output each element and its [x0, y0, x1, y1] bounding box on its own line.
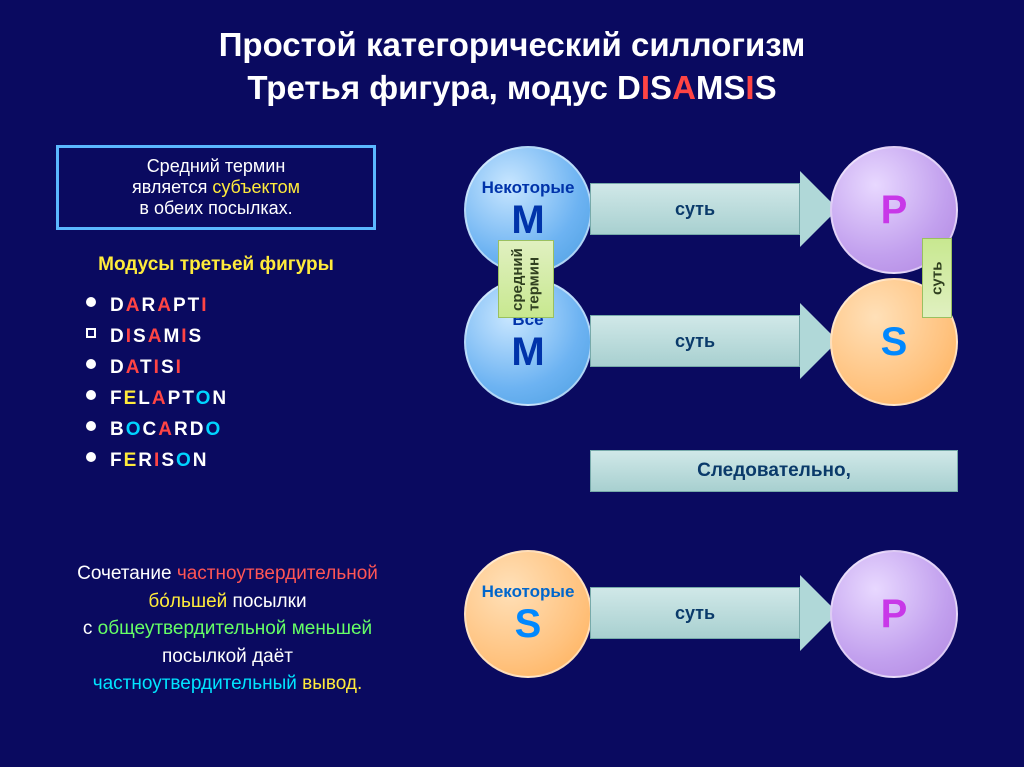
circle-s2: Некоторые S [464, 550, 592, 678]
term-l1: Средний термин [63, 156, 369, 177]
mode-item: FELAPTON [86, 388, 228, 410]
mode-item: DISAMIS [86, 326, 228, 348]
quantifier-some-2: Некоторые [482, 582, 575, 602]
arrow-1: суть [590, 180, 838, 238]
arrow-3: суть [590, 584, 838, 642]
middle-term-label: средний термин [498, 240, 554, 318]
bullet-dot-icon [86, 359, 96, 369]
quantifier-some-1: Некоторые [482, 178, 575, 198]
circle-p2: P [830, 550, 958, 678]
sut-vertical-label: суть [922, 238, 952, 318]
mode-item: DARAPTI [86, 295, 228, 317]
bullet-dot-icon [86, 452, 96, 462]
bullet-dot-icon [86, 297, 96, 307]
arrow-2: суть [590, 312, 838, 370]
mode-item: FERISON [86, 450, 228, 472]
title-i1: I [641, 69, 650, 106]
title-post: S [755, 69, 777, 106]
bottom-text: Сочетание частноутвердительной бо́льшей … [30, 560, 425, 698]
modes-title: Модусы третьей фигуры [56, 254, 376, 276]
term-p-1: P [881, 188, 908, 233]
term-m-2: M [511, 330, 544, 375]
mode-item: DATISI [86, 357, 228, 379]
bullet-dot-icon [86, 390, 96, 400]
term-l3: в обеих посылках. [63, 198, 369, 219]
title-pre: Третья фигура, модус D [247, 69, 640, 106]
bullet-square-icon [86, 328, 96, 338]
title-s1: S [650, 69, 672, 106]
modes-list: DARAPTI DISAMIS DATISI FELAPTON BOCARDO FERIS… [86, 295, 228, 481]
term-definition-box: Средний термин является субъектом в обеи… [56, 145, 376, 230]
arrow-label-1: суть [590, 183, 800, 235]
title-i2: I [745, 69, 754, 106]
title-line-2: Третья фигура, модус DISAMSIS [0, 67, 1024, 110]
arrow-label-2: суть [590, 315, 800, 367]
syllogism-diagram: Некоторые M суть P Все M суть S средний … [450, 140, 1000, 740]
term-m-1: M [511, 198, 544, 243]
arrow-label-3: суть [590, 587, 800, 639]
bullet-dot-icon [86, 421, 96, 431]
follow-bar: Следовательно, [590, 450, 958, 492]
title-ms: MS [696, 69, 746, 106]
term-l2: является субъектом [63, 177, 369, 198]
title-line-1: Простой категорический силлогизм [0, 24, 1024, 67]
title-a: A [672, 69, 696, 106]
mode-item: BOCARDO [86, 419, 228, 441]
term-s-2: S [515, 602, 542, 647]
term-s-1: S [881, 320, 908, 365]
title-block: Простой категорический силлогизм Третья … [0, 0, 1024, 110]
term-p-2: P [881, 592, 908, 637]
